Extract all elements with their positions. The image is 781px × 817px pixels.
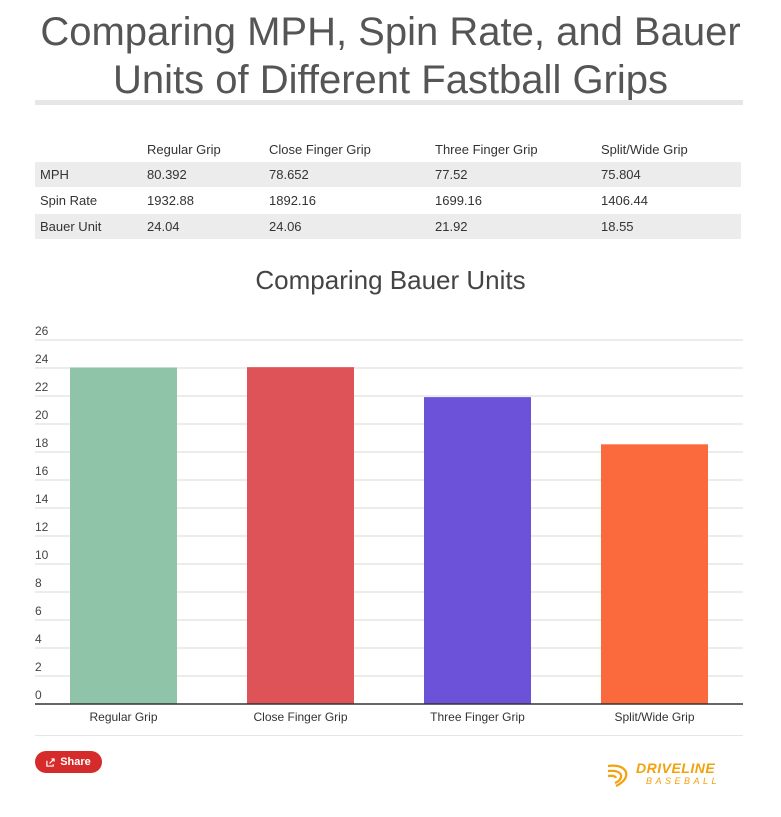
y-tick-label: 4 — [35, 632, 42, 646]
table-header-cell: Close Finger Grip — [269, 141, 371, 157]
table-row: Spin Rate 1932.88 1892.16 1699.16 1406.4… — [35, 187, 741, 214]
table-cell: 1892.16 — [264, 187, 430, 214]
y-tick-label: 24 — [35, 352, 49, 366]
table-cell: 24.04 — [142, 213, 264, 239]
y-tick-label: 16 — [35, 464, 49, 478]
y-tick-label: 6 — [35, 604, 42, 618]
y-tick-label: 22 — [35, 380, 49, 394]
table-row-label: Bauer Unit — [35, 213, 142, 239]
page-title: Comparing MPH, Spin Rate, and Bauer Unit… — [40, 10, 741, 102]
table-row: Bauer Unit 24.04 24.06 21.92 18.55 — [35, 213, 741, 239]
chart-title: Comparing Bauer Units — [255, 265, 526, 295]
logo-name: DRIVELINE — [636, 760, 716, 776]
x-tick-label: Split/Wide Grip — [614, 710, 694, 724]
table-cell: 75.804 — [596, 161, 741, 188]
y-tick-label: 26 — [35, 324, 49, 338]
logo-subtitle: BASEBALL — [646, 776, 721, 786]
table-cell: 78.652 — [264, 161, 430, 188]
x-tick-label: Close Finger Grip — [253, 710, 347, 724]
table-header-cell: Three Finger Grip — [435, 141, 538, 157]
table-header-cell: Split/Wide Grip — [601, 141, 688, 157]
table-cell: 77.52 — [430, 161, 596, 188]
table-cell: 21.92 — [430, 213, 596, 239]
y-tick-label: 12 — [35, 520, 49, 534]
x-tick-label: Regular Grip — [89, 710, 157, 724]
share-button[interactable]: Share — [35, 751, 102, 773]
table-header-row: Regular Grip Close Finger Grip Three Fin… — [35, 137, 741, 162]
table-cell: 1406.44 — [596, 187, 741, 214]
data-table: Regular Grip Close Finger Grip Three Fin… — [35, 137, 741, 239]
share-icon — [46, 757, 55, 767]
y-tick-label: 0 — [35, 688, 42, 702]
logo-mark-icon — [607, 764, 628, 787]
bar — [70, 367, 177, 704]
table-cell: 80.392 — [142, 161, 264, 188]
driveline-logo: DRIVELINE BASEBALL — [606, 760, 731, 792]
y-tick-label: 14 — [35, 492, 49, 506]
table-cell: 1699.16 — [430, 187, 596, 214]
y-tick-label: 10 — [35, 548, 49, 562]
table-row: MPH 80.392 78.652 77.52 75.804 — [35, 161, 741, 188]
x-tick-label: Three Finger Grip — [430, 710, 525, 724]
footer-divider — [35, 735, 743, 736]
y-tick-label: 8 — [35, 576, 42, 590]
table-cell: 24.06 — [264, 213, 430, 239]
table-header-cell: Regular Grip — [147, 141, 221, 157]
table-row-label: Spin Rate — [35, 187, 142, 214]
y-tick-label: 2 — [35, 660, 42, 674]
title-divider — [35, 100, 743, 105]
y-tick-label: 20 — [35, 408, 49, 422]
share-label: Share — [60, 756, 91, 768]
bar — [601, 444, 708, 704]
bar — [424, 397, 531, 704]
table-cell: 18.55 — [596, 213, 741, 239]
table-cell: 1932.88 — [142, 187, 264, 214]
y-tick-label: 18 — [35, 436, 49, 450]
table-row-label: MPH — [35, 161, 142, 188]
bar — [247, 367, 354, 704]
